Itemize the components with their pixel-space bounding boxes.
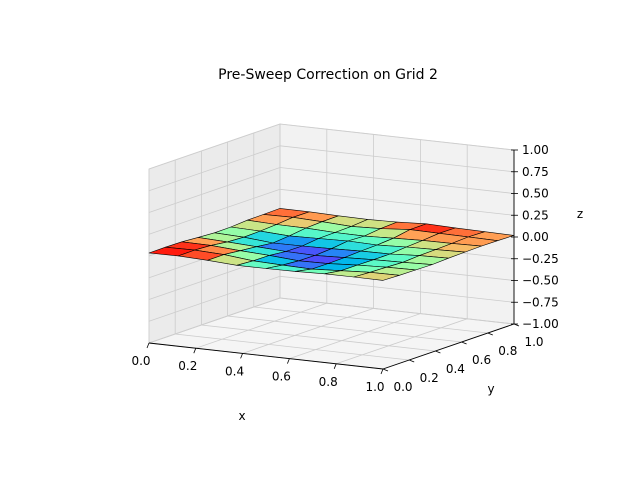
y-tick-label: 0.4 [446,362,465,376]
y-axis-line [382,323,515,370]
x-axis-line [148,342,384,370]
z-tick-label: 0.00 [522,230,549,244]
x-tick-label: 0.8 [319,375,338,389]
tick-marks: 0.0 0.2 0.4 0.6 0.8 1.0 0.0 0.2 0.4 0.6 0.8 1.0 −1.0… [131,143,558,394]
grid-line-z [148,275,515,322]
grid-line-z [148,123,515,170]
x-tick [240,353,243,359]
x-axis-label: x [238,409,245,423]
grid-line-z [148,145,515,192]
x-tick [193,348,197,354]
y-tick [461,341,467,345]
x-tick [380,368,384,375]
x-tick [146,342,150,349]
y-tick [435,350,441,354]
grid-line-z [148,167,515,213]
y-tick [409,359,415,363]
z-tick-label: 0.50 [522,187,549,201]
z-tick-label: 0.25 [522,208,549,222]
z-tick-label: 0.75 [522,165,549,179]
chart-title: Pre-Sweep Correction on Grid 2 [218,67,438,83]
z-tick-label: 1.00 [522,143,549,157]
grid-line-z [148,297,515,344]
z-tick-label: −0.25 [522,252,559,266]
x-tick [333,363,337,369]
y-tick-label: 0.8 [498,344,517,358]
y-tick-label: 0.6 [472,353,491,367]
x-tick-label: 1.0 [365,380,384,394]
y-axis-label: y [487,382,494,396]
z-tick-label: −0.75 [522,295,559,309]
surface-plot [148,208,515,281]
x-tick-label: 0.6 [272,370,291,384]
surface-cell [353,271,400,281]
y-tick-label: 0.2 [420,371,439,385]
z-tick-label: −1.00 [522,317,559,331]
y-tick [487,332,493,336]
z-tick-label: −0.50 [522,274,559,288]
y-tick [382,368,389,372]
y-tick-label: 1.0 [524,335,543,349]
y-tick-label: 0.0 [393,380,412,394]
x-tick-label: 0.2 [178,359,197,373]
grid-line-z [148,188,515,235]
x-tick-label: 0.4 [225,364,244,378]
x-tick-label: 0.0 [131,354,150,368]
z-axis-label: z [577,207,583,221]
x-tick [287,358,290,364]
